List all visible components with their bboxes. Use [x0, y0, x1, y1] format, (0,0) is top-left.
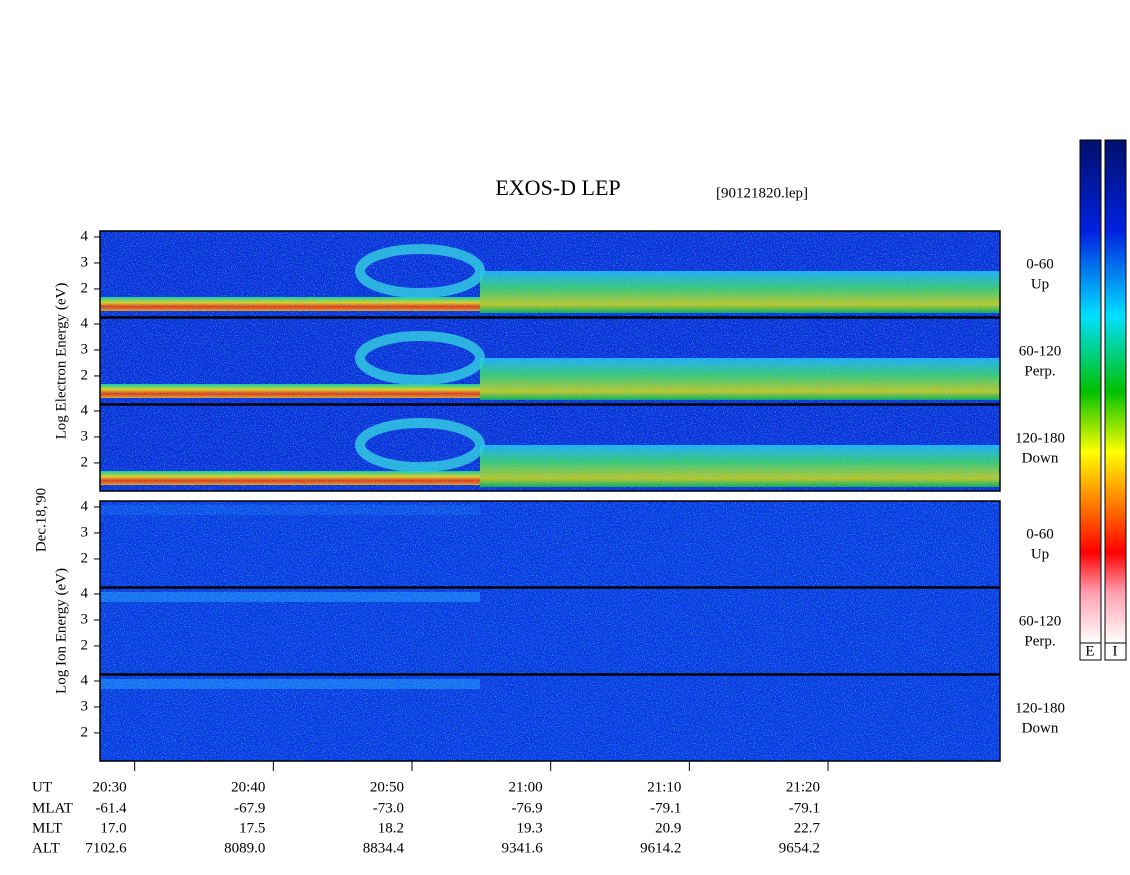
spectrogram-noise — [100, 318, 1000, 404]
spectrogram-noise — [100, 405, 1000, 491]
ephemeris-value: -76.9 — [511, 800, 542, 816]
ephemeris-value: 9341.6 — [501, 840, 543, 856]
group-ylabel: Log Ion Energy (eV) — [53, 568, 69, 694]
y-tick-label: 4 — [81, 672, 89, 688]
panel-sublabel: Up — [1031, 276, 1049, 292]
group-ylabel: Log Electron Energy (eV) — [53, 283, 69, 440]
ephemeris-value: 19.3 — [516, 820, 542, 836]
spectrogram-noise — [100, 675, 1000, 761]
y-tick-label: 4 — [81, 402, 89, 418]
ephemeris-value: 9654.2 — [779, 840, 820, 856]
y-tick-label: 2 — [81, 280, 89, 296]
y-tick-label: 2 — [81, 550, 89, 566]
ephemeris-value: -79.1 — [789, 800, 820, 816]
color-bar-i — [1104, 139, 1127, 644]
x-tick-label: 21:00 — [509, 779, 543, 795]
x-tick-label: 20:40 — [231, 779, 265, 795]
y-tick-label: 3 — [81, 698, 89, 714]
date-label: Dec.18,'90 — [33, 488, 49, 552]
color-bar-label: I — [1113, 643, 1118, 659]
file-name: [90121820.lep] — [716, 185, 808, 201]
x-tick-label: 20:30 — [92, 779, 126, 795]
ephemeris-row-name: ALT — [32, 840, 60, 856]
y-tick-label: 4 — [81, 228, 89, 244]
panel-frame — [99, 674, 1001, 762]
ephemeris-row-name: MLAT — [32, 800, 73, 816]
panel-label: 120-180 — [1015, 700, 1065, 716]
y-tick-label: 4 — [81, 315, 89, 331]
y-tick-label: 4 — [81, 585, 89, 601]
y-tick-label: 2 — [81, 724, 89, 740]
x-tick-label: 21:20 — [786, 779, 820, 795]
panel-label: 60-120 — [1019, 613, 1062, 629]
ephemeris-value: 8834.4 — [363, 840, 405, 856]
ephemeris-value: 9614.2 — [640, 840, 681, 856]
x-tick-label: 20:50 — [370, 779, 404, 795]
y-tick-label: 3 — [81, 524, 89, 540]
panel-frame — [99, 230, 1001, 318]
ephemeris-value: 8089.0 — [224, 840, 265, 856]
panel-frame — [99, 587, 1001, 675]
ephemeris-value: 17.0 — [100, 820, 126, 836]
ephemeris-value: -61.4 — [95, 800, 127, 816]
y-tick-label: 3 — [81, 254, 89, 270]
color-bar-label: E — [1085, 643, 1094, 659]
ephemeris-value: -79.1 — [650, 800, 681, 816]
panel-label: 0-60 — [1026, 256, 1054, 272]
ephemeris-value: 7102.6 — [85, 840, 127, 856]
panel-label: 0-60 — [1026, 526, 1054, 542]
panel-frame — [99, 404, 1001, 492]
spectrogram-noise — [100, 588, 1000, 674]
color-bar-box — [1079, 642, 1102, 661]
panel-label: 120-180 — [1015, 430, 1065, 446]
x-tick-label: 21:10 — [647, 779, 681, 795]
ephemeris-value: 17.5 — [239, 820, 265, 836]
y-tick-label: 2 — [81, 367, 89, 383]
panel-sublabel: Perp. — [1024, 633, 1055, 649]
y-tick-label: 4 — [81, 498, 89, 514]
panel-label: 60-120 — [1019, 343, 1062, 359]
ephemeris-value: 18.2 — [378, 820, 404, 836]
y-tick-label: 2 — [81, 637, 89, 653]
ephemeris-header: UT — [32, 779, 52, 795]
panel-sublabel: Down — [1022, 450, 1059, 466]
y-tick-label: 3 — [81, 341, 89, 357]
ephemeris-value: -73.0 — [373, 800, 404, 816]
panel-sublabel: Up — [1031, 546, 1049, 562]
color-bar: E I — [1079, 139, 1127, 661]
panel-sublabel: Perp. — [1024, 363, 1055, 379]
ephemeris-value: -67.9 — [234, 800, 265, 816]
spectrogram-noise — [100, 501, 1000, 587]
y-tick-label: 2 — [81, 454, 89, 470]
color-bar-box — [1104, 642, 1127, 661]
panel-frame — [99, 500, 1001, 588]
panel-frame — [99, 317, 1001, 405]
ephemeris-value: 22.7 — [794, 820, 821, 836]
color-bar-e — [1079, 139, 1102, 644]
y-tick-label: 3 — [81, 428, 89, 444]
ephemeris-value: 20.9 — [655, 820, 681, 836]
ephemeris-row-name: MLT — [32, 820, 62, 836]
panel-sublabel: Down — [1022, 720, 1059, 736]
y-tick-label: 3 — [81, 611, 89, 627]
chart-title: EXOS-D LEP — [495, 175, 620, 200]
spectrogram-noise — [100, 231, 1000, 317]
